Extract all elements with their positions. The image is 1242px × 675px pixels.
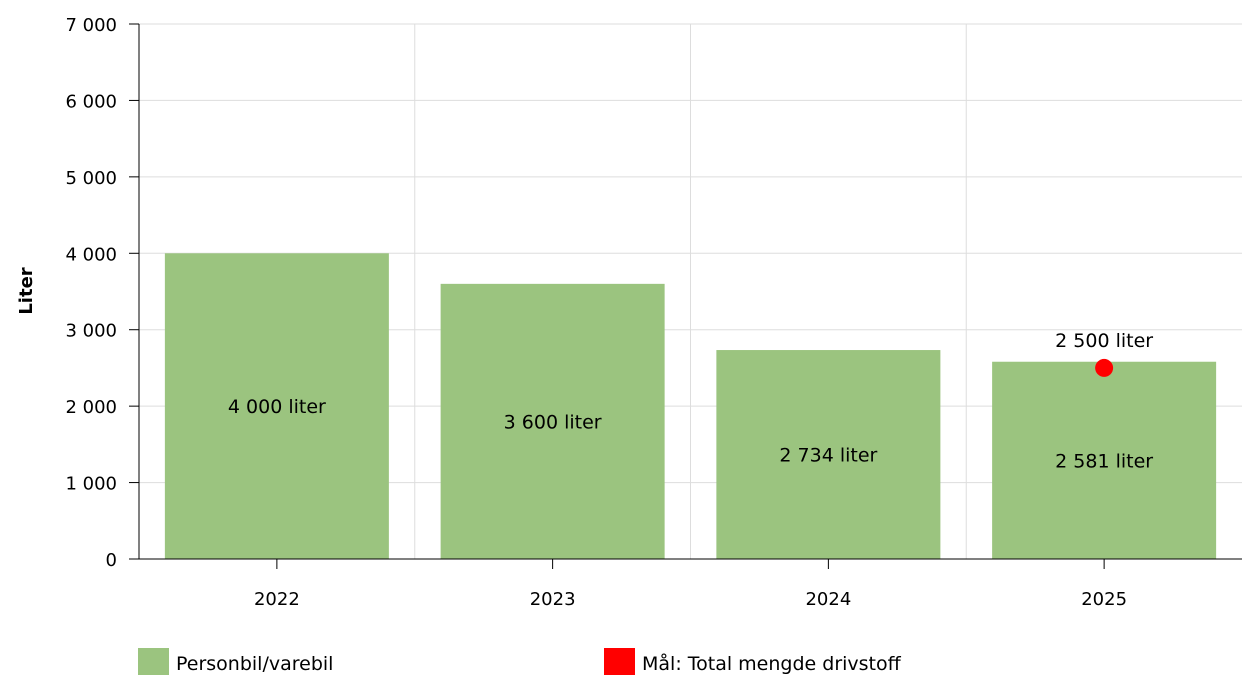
bar-label-2023: 3 600 liter (504, 411, 602, 433)
y-tick-label: 1 000 (65, 474, 117, 495)
y-axis-label: Liter (16, 267, 37, 314)
target-markers: 2 500 liter (1055, 330, 1153, 377)
x-tick-label-2025: 2025 (1081, 589, 1127, 610)
legend-label-personbil: Personbil/varebil (176, 653, 333, 675)
x-tick-label-2024: 2024 (805, 589, 851, 610)
target-point-2025 (1095, 358, 1114, 377)
y-tick-label: 2 000 (65, 397, 117, 418)
bar-2022 (164, 253, 389, 560)
y-tick-label: 6 000 (65, 91, 117, 112)
legend-label-maal: Mål: Total mengde drivstoff (642, 652, 902, 675)
x-tick-label-2023: 2023 (530, 589, 576, 610)
bar-2024 (716, 350, 941, 559)
bar-2025 (992, 361, 1217, 559)
data-labels: 4 000 liter 3 600 liter 2 734 liter 2 581 l… (228, 396, 1153, 472)
bar-label-2025: 2 581 liter (1055, 450, 1153, 472)
y-tick-label: 4 000 (65, 244, 117, 265)
legend-swatch-personbil (138, 648, 169, 675)
y-tick-label: 5 000 (65, 168, 117, 189)
target-label-2025: 2 500 liter (1055, 330, 1153, 352)
legend-swatch-maal (604, 648, 635, 675)
bar-2023 (440, 283, 665, 559)
axes: 0 1 000 2 000 3 000 4 000 5 000 6 000 7 000 2022… (65, 15, 1242, 610)
y-tick-label: 3 000 (65, 321, 117, 342)
y-tick-label: 0 (106, 550, 117, 571)
bar-series (164, 253, 1217, 560)
legend: Personbil/varebil Mål: Total mengde driv… (138, 648, 902, 675)
y-tick-label: 7 000 (65, 15, 117, 36)
x-tick-label-2022: 2022 (254, 589, 300, 610)
bar-label-2022: 4 000 liter (228, 396, 326, 418)
bar-label-2024: 2 734 liter (779, 445, 877, 467)
